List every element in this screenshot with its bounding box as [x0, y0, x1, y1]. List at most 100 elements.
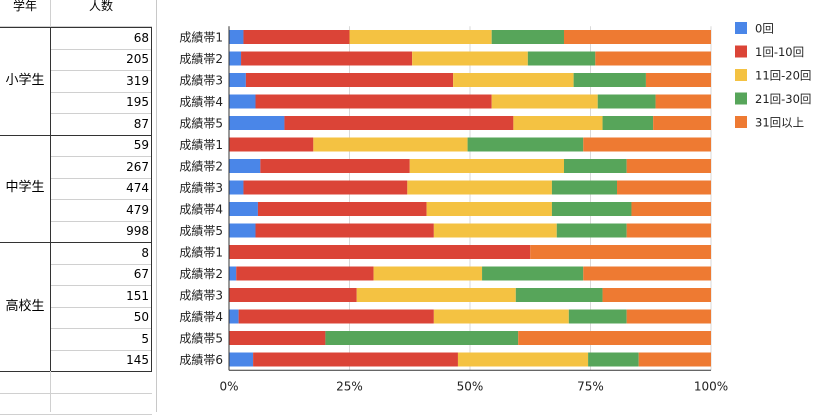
legend-label: 31回以上 [755, 116, 804, 130]
count-cell[interactable]: 67 [133, 267, 149, 281]
group-divider [0, 27, 152, 28]
bar-segment-1 [229, 51, 242, 66]
bar-segment-3 [373, 266, 483, 281]
count-cell[interactable]: 195 [126, 95, 149, 109]
row-divider [50, 263, 152, 265]
count-cell[interactable]: 68 [133, 30, 149, 45]
bar-segment-4 [551, 180, 618, 195]
category-label: 成績帯2 [179, 160, 223, 174]
x-tick-label: 0% [219, 379, 238, 393]
bar-segment-4 [467, 137, 584, 152]
bar-segment-2 [243, 30, 350, 44]
count-cell[interactable]: 5 [141, 331, 149, 346]
bar-segment-4 [597, 94, 656, 109]
category-label: 成績帯4 [179, 95, 223, 109]
category-label: 成績帯5 [179, 332, 223, 346]
bar-segment-3 [513, 116, 603, 130]
count-cell[interactable]: 87 [133, 116, 149, 131]
count-cell[interactable]: 50 [133, 310, 149, 324]
table-right-edge [151, 27, 152, 371]
row-divider [50, 349, 152, 351]
legend-swatch [735, 69, 747, 81]
legend-label: 21回-30回 [755, 92, 811, 106]
bar-segment-4 [482, 266, 584, 281]
bar-segment-3 [491, 94, 598, 109]
bar-segment-2 [255, 223, 434, 238]
count-cell[interactable]: 267 [126, 159, 149, 174]
category-label: 成績帯2 [179, 52, 223, 66]
category-label: 成績帯4 [179, 310, 223, 324]
empty-row-divider [0, 392, 152, 394]
bar-segment-2 [229, 137, 314, 152]
bar-segment-1 [229, 309, 239, 324]
row-divider [50, 91, 152, 93]
bar-segment-5 [518, 331, 711, 345]
bar-segment-3 [412, 51, 528, 66]
row-divider [50, 70, 152, 71]
bar-segment-5 [653, 116, 711, 130]
bar-segment-2 [229, 288, 357, 302]
category-label: 成績帯3 [179, 74, 223, 88]
legend-label: 11回-20回 [755, 69, 811, 83]
bar-segment-2 [245, 73, 454, 87]
row-divider [50, 199, 152, 200]
grade-group-1[interactable]: 小学生 [5, 72, 45, 88]
category-label: 成績帯3 [179, 289, 223, 303]
count-cell[interactable]: 8 [141, 245, 149, 260]
bar-segment-1 [229, 116, 285, 130]
bar-segment-3 [356, 288, 516, 302]
grade-group-3[interactable]: 高校生 [5, 298, 45, 314]
bar-segment-1 [229, 73, 246, 87]
bar-segment-5 [563, 30, 711, 44]
bar-segment-2 [284, 116, 514, 130]
column-divider [50, 27, 51, 371]
bar-segment-4 [573, 73, 646, 87]
bar-segment-2 [257, 202, 427, 216]
count-cell[interactable]: 151 [126, 288, 149, 303]
bar-segment-5 [617, 180, 711, 195]
row-divider [50, 285, 152, 286]
category-label: 成績帯5 [179, 117, 223, 131]
legend-label: 1回-10回 [755, 45, 804, 59]
bar-segment-5 [631, 202, 711, 216]
row-divider [50, 156, 152, 157]
stacked-bar-chart: 成績帯1 成績帯2 成績帯3 成績帯4 成績帯5 成績帯1 成績帯2 成績帯3 成績帯4 成績帯5… [179, 22, 811, 394]
bar-segment-3 [433, 223, 557, 238]
bar-segment-1 [229, 223, 256, 238]
count-cell[interactable]: 145 [126, 353, 149, 367]
category-label: 成績帯6 [179, 353, 223, 367]
bar-segment-1 [229, 202, 258, 216]
bar-segment-5 [602, 288, 711, 302]
column-divider [50, 371, 51, 412]
grade-group-2[interactable]: 中学生 [5, 180, 45, 196]
bar-segment-1 [229, 94, 256, 109]
chart-area: 成績帯1 成績帯2 成績帯3 成績帯4 成績帯5 成績帯1 成績帯2 成績帯3 成績帯4 成績帯5… [156, 0, 832, 412]
x-tick-label: 25% [336, 379, 363, 393]
bar-segment-5 [595, 51, 711, 66]
legend-swatch [735, 92, 747, 105]
category-label: 成績帯3 [179, 181, 223, 195]
bar-segment-2 [229, 245, 531, 259]
category-label: 成績帯5 [179, 224, 223, 238]
bar-segment-3 [349, 30, 492, 44]
bar-segment-5 [626, 309, 711, 324]
column-header-count[interactable]: 人数 [88, 0, 113, 13]
bar-segment-2 [229, 331, 326, 345]
bar-segment-3 [313, 137, 468, 152]
group-divider [0, 242, 152, 243]
bar-segment-4 [527, 51, 596, 66]
count-cell[interactable]: 319 [126, 73, 149, 88]
count-cell[interactable]: 998 [126, 224, 149, 238]
count-cell[interactable]: 474 [126, 181, 149, 195]
bar-segment-5 [583, 266, 711, 281]
bar-segment-5 [626, 223, 711, 238]
row-divider [50, 177, 152, 179]
count-cell[interactable]: 59 [133, 138, 149, 152]
column-header-grade[interactable]: 学年 [12, 0, 37, 13]
count-cell[interactable]: 205 [126, 52, 149, 66]
row-divider [50, 113, 152, 114]
count-cell[interactable]: 479 [126, 202, 149, 217]
legend-swatch [735, 116, 747, 128]
bar-segment-2 [253, 352, 458, 367]
bar-segment-4 [515, 288, 603, 302]
